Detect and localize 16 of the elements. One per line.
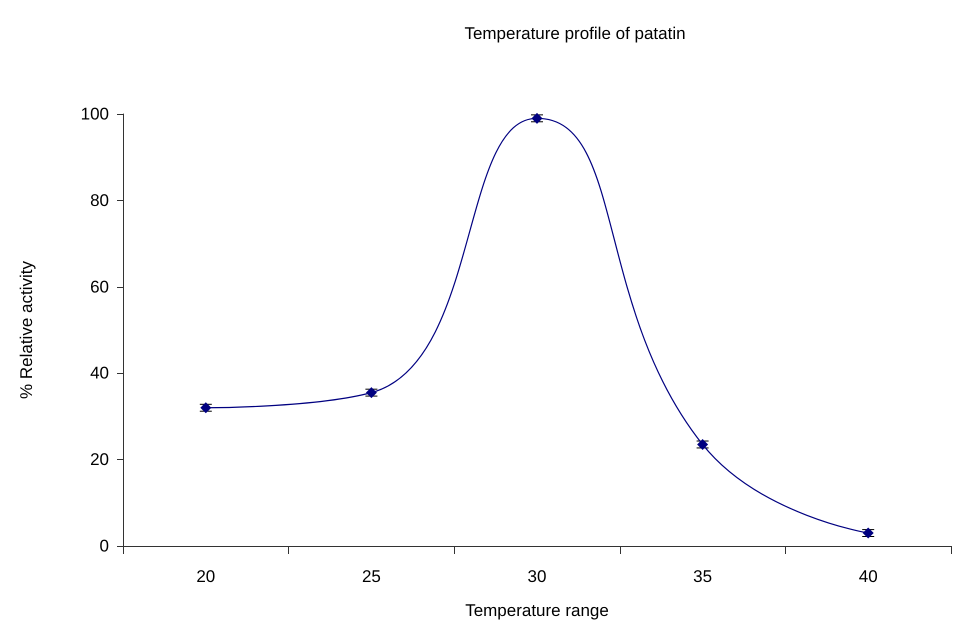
- y-tick-label: 40: [90, 364, 109, 383]
- x-tick-label: 30: [528, 567, 546, 586]
- y-tick-label: 0: [100, 536, 109, 556]
- y-tick-label: 20: [90, 450, 109, 470]
- x-axis-title: Temperature range: [465, 601, 609, 620]
- point: [697, 438, 708, 450]
- y-tick-label: 60: [90, 277, 109, 296]
- y-axis-title: % Relative activity: [17, 260, 36, 399]
- x-tick-label: 20: [196, 567, 216, 586]
- point: [862, 528, 874, 539]
- y-tick-label: 100: [80, 104, 109, 124]
- y-tick-label: 80: [90, 190, 109, 210]
- x-tick-label: 40: [858, 567, 878, 586]
- chart-title: Temperature profile of patatin: [464, 24, 686, 43]
- x-tick-label: 35: [693, 567, 712, 586]
- x-tick-label: 25: [362, 567, 381, 586]
